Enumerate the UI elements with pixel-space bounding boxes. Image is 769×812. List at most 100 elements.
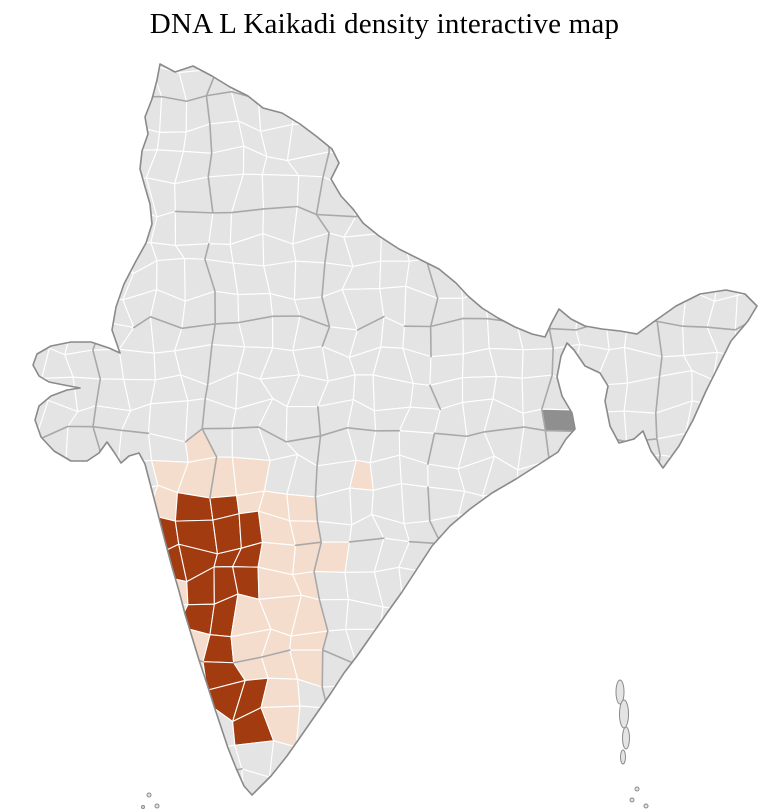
district-cell[interactable] <box>735 735 769 777</box>
district-cell[interactable] <box>18 38 44 69</box>
district-cell[interactable] <box>485 571 518 604</box>
district-cell[interactable] <box>514 39 552 77</box>
district-cell[interactable] <box>746 649 766 682</box>
district-cell[interactable] <box>571 734 606 769</box>
district-cell[interactable] <box>67 714 101 742</box>
district-cell[interactable] <box>14 202 49 240</box>
district-cell[interactable] <box>63 0 99 19</box>
district-cell[interactable] <box>602 175 638 216</box>
district-cell[interactable] <box>739 707 769 749</box>
district-cell[interactable] <box>16 483 49 527</box>
district-cell[interactable] <box>466 736 495 779</box>
district-cell[interactable] <box>177 0 215 18</box>
district-cell[interactable] <box>629 99 663 127</box>
district-cell[interactable] <box>125 605 153 627</box>
district-cell[interactable] <box>64 64 98 99</box>
district-cell[interactable] <box>0 435 18 460</box>
district-cell[interactable] <box>545 39 582 73</box>
district-cell[interactable] <box>458 229 491 270</box>
district-cell[interactable] <box>90 123 127 152</box>
district-cell[interactable] <box>290 42 325 74</box>
district-cell[interactable] <box>655 718 690 751</box>
district-cell[interactable] <box>709 571 749 610</box>
district-cell[interactable] <box>678 158 716 178</box>
district-cell[interactable] <box>763 573 769 603</box>
district-cell[interactable] <box>457 650 488 685</box>
district-cell[interactable] <box>484 38 521 77</box>
district-cell[interactable] <box>8 604 48 630</box>
district-cell[interactable] <box>295 65 322 98</box>
district-cell[interactable] <box>289 520 322 546</box>
district-cell[interactable] <box>579 430 603 470</box>
district-cell[interactable] <box>379 260 410 290</box>
district-cell[interactable] <box>40 62 77 107</box>
district-cell[interactable] <box>575 146 611 182</box>
district-cell[interactable] <box>69 515 94 550</box>
district-cell[interactable] <box>454 677 494 721</box>
district-cell[interactable] <box>92 41 130 69</box>
district-cell[interactable] <box>483 651 518 681</box>
district-cell[interactable] <box>0 715 11 741</box>
district-cell[interactable] <box>0 120 10 161</box>
district-cell[interactable] <box>0 105 16 126</box>
district-cell[interactable] <box>11 377 49 401</box>
district-cell[interactable] <box>520 6 551 39</box>
district-cell[interactable] <box>488 211 517 238</box>
district-cell[interactable] <box>371 624 407 656</box>
district-cell[interactable] <box>763 596 769 627</box>
district-cell[interactable] <box>711 102 744 133</box>
district-cell[interactable] <box>177 773 210 795</box>
district-cell[interactable] <box>94 792 128 812</box>
district-cell[interactable] <box>626 454 661 491</box>
district-cell[interactable] <box>709 541 750 582</box>
district-cell[interactable] <box>708 735 741 777</box>
district-cell[interactable] <box>597 98 632 132</box>
district-cell[interactable] <box>514 66 547 99</box>
district-cell[interactable] <box>514 155 554 190</box>
district-cell[interactable] <box>630 121 663 160</box>
district-cell[interactable] <box>710 402 743 433</box>
district-cell[interactable] <box>342 765 381 792</box>
district-cell[interactable] <box>623 410 658 443</box>
district-cell[interactable] <box>762 205 769 243</box>
district-cell[interactable] <box>656 594 690 629</box>
district-cell[interactable] <box>746 572 768 610</box>
district-cell[interactable] <box>485 766 516 802</box>
district-cell[interactable] <box>539 6 579 47</box>
district-cell[interactable] <box>64 464 105 489</box>
district-cell[interactable] <box>627 484 664 527</box>
district-cell[interactable] <box>211 0 244 16</box>
district-cell[interactable] <box>539 66 582 99</box>
district-cell[interactable] <box>541 742 582 770</box>
district-cell[interactable] <box>574 463 603 493</box>
district-cell[interactable] <box>514 202 554 245</box>
district-cell[interactable] <box>656 288 688 327</box>
district-cell[interactable] <box>146 791 183 812</box>
district-cell[interactable] <box>706 37 750 75</box>
district-cell[interactable] <box>426 73 465 105</box>
district-cell[interactable] <box>628 654 654 693</box>
district-cell[interactable] <box>62 94 93 126</box>
district-cell[interactable] <box>626 438 661 463</box>
district-cell[interactable] <box>656 174 693 211</box>
district-cell[interactable] <box>0 519 22 551</box>
district-cell[interactable] <box>175 689 214 720</box>
district-cell[interactable] <box>658 735 688 775</box>
district-cell[interactable] <box>575 206 604 234</box>
district-cell[interactable] <box>483 677 518 720</box>
district-cell[interactable] <box>8 230 47 267</box>
district-cell[interactable] <box>485 0 523 21</box>
district-cell[interactable] <box>715 624 748 663</box>
district-cell[interactable] <box>16 62 44 107</box>
district-cell[interactable] <box>44 293 78 325</box>
district-cell[interactable] <box>257 65 301 100</box>
district-cell[interactable] <box>594 570 632 608</box>
district-cell[interactable] <box>656 263 694 296</box>
district-cell[interactable] <box>62 566 103 602</box>
district-cell[interactable] <box>117 429 153 463</box>
district-cell[interactable] <box>631 44 665 73</box>
district-cell[interactable] <box>0 567 15 605</box>
district-cell[interactable] <box>579 63 606 101</box>
district-cell[interactable] <box>511 595 550 637</box>
